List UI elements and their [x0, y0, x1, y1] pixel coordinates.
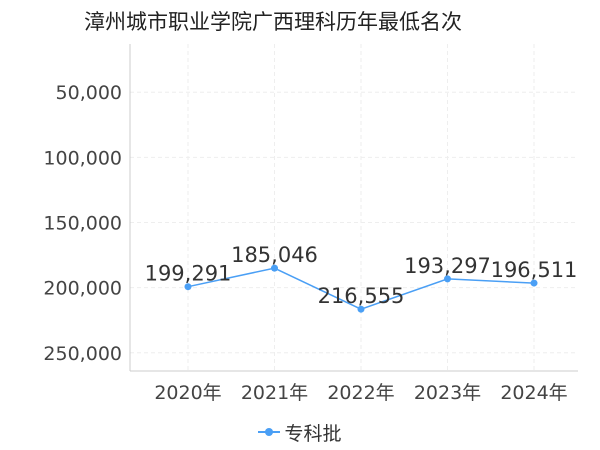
legend[interactable]: 专科批	[0, 420, 600, 445]
x-tick-label: 2024年	[500, 382, 567, 404]
x-tick-label: 2020年	[154, 382, 221, 404]
y-axis-ticks: 50,000 100,000 150,000 200,000 250,000	[43, 82, 122, 365]
y-tick-label: 250,000	[43, 343, 122, 365]
data-label: 196,511	[491, 258, 578, 282]
data-label: 193,297	[404, 254, 491, 278]
axes	[129, 44, 578, 372]
y-tick-label: 150,000	[43, 212, 122, 234]
legend-marker-icon	[258, 426, 281, 438]
data-point	[184, 283, 192, 291]
data-point	[357, 305, 365, 313]
data-label: 199,291	[145, 262, 232, 286]
y-tick-label: 100,000	[43, 147, 122, 169]
series-line-group	[184, 264, 538, 313]
data-point	[444, 275, 451, 283]
x-axis-ticks: 2020年 2021年 2022年 2023年 2024年	[154, 382, 567, 404]
y-tick-label: 200,000	[43, 278, 122, 300]
x-tick-label: 2023年	[414, 382, 481, 404]
data-point	[271, 264, 278, 272]
data-label: 216,555	[318, 284, 405, 308]
x-tick-label: 2022年	[327, 382, 394, 404]
data-label: 185,046	[231, 243, 318, 267]
data-point	[530, 279, 538, 287]
grid-lines	[130, 44, 578, 371]
legend-label: 专科批	[284, 422, 342, 445]
chart-title: 漳州城市职业学院广西理科历年最低名次	[84, 10, 462, 34]
x-tick-label: 2021年	[241, 382, 308, 404]
y-tick-label: 50,000	[56, 82, 122, 104]
